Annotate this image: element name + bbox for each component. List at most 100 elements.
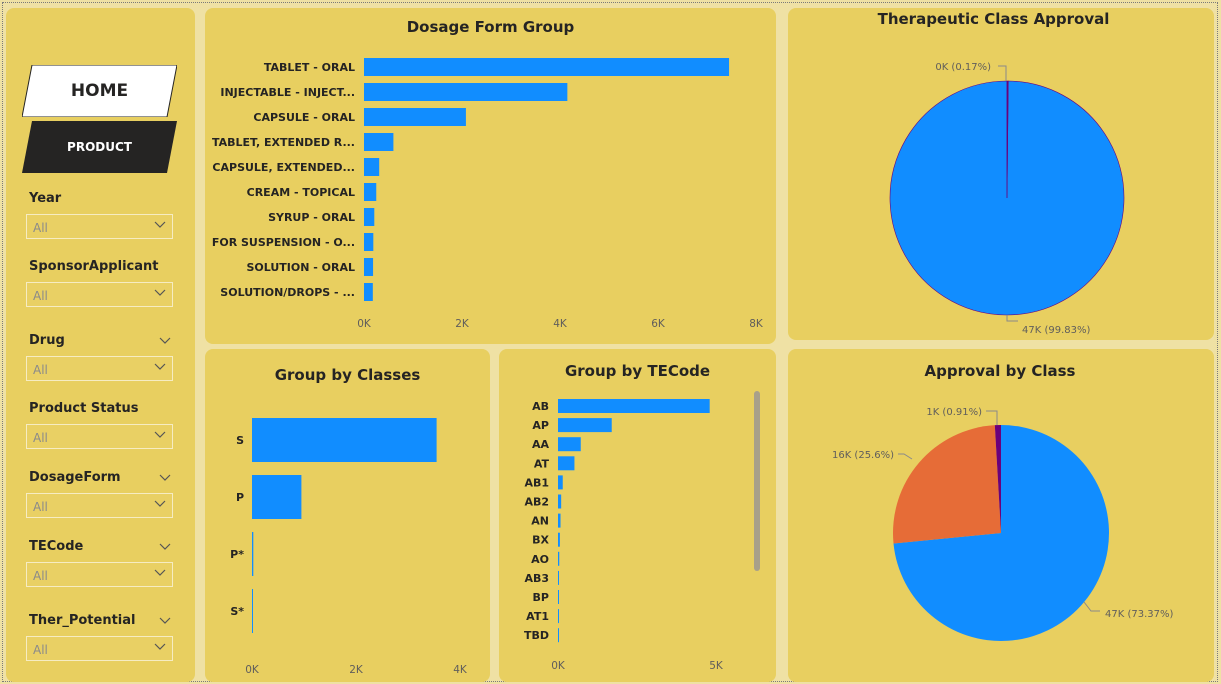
approval-panel: Approval by Class 47K (73.37%) 16K (25.6%… <box>788 349 1214 682</box>
bar[interactable] <box>364 158 380 176</box>
slicer-dropdown[interactable]: All <box>26 282 173 307</box>
slicer-label: Year <box>29 191 62 206</box>
bar[interactable] <box>558 437 581 452</box>
therapeutic-pie-chart: 47K (99.83%) 0K (0.17%) <box>889 62 1125 336</box>
home-button-label: HOME <box>70 81 129 101</box>
tecode-chart: AB AP AA AT AB1 AB2 AN BX AO AB3 BP AT1 TBD 0K 5K <box>524 399 724 672</box>
slicer-dropdown[interactable]: All <box>26 356 173 381</box>
bar[interactable] <box>252 475 302 519</box>
bar[interactable] <box>364 58 730 76</box>
bar[interactable] <box>558 532 560 547</box>
category-label: INJECTABLE - INJECT... <box>220 86 355 99</box>
bar[interactable] <box>364 83 568 101</box>
category-label: S <box>236 434 244 447</box>
bar[interactable] <box>558 609 559 624</box>
bar[interactable] <box>558 399 710 413</box>
pie-slice[interactable] <box>893 425 1109 641</box>
slicer-collapse-chevron-icon[interactable] <box>159 543 171 551</box>
pie-data-label: 1K (0.91%) <box>926 407 982 418</box>
bar[interactable] <box>558 456 575 471</box>
slicer-value: All <box>33 643 48 657</box>
classes-chart: S P P* S* 0K 2K 4K <box>230 418 468 676</box>
product-button-label: PRODUCT <box>67 140 132 154</box>
slicer-dropdown[interactable]: All <box>26 562 173 587</box>
slicer-dropdown[interactable]: All <box>26 214 173 239</box>
pie-data-label: 47K (99.83%) <box>1022 325 1090 336</box>
category-label: SOLUTION/DROPS - ... <box>220 286 355 299</box>
pie-leader-line <box>1006 315 1018 322</box>
slicer-collapse-chevron-icon[interactable] <box>159 337 171 345</box>
slicer-label: SponsorApplicant <box>29 259 159 274</box>
category-label: P* <box>230 548 244 561</box>
category-label: CAPSULE - ORAL <box>253 111 355 124</box>
chevron-down-icon <box>154 363 166 370</box>
product-button[interactable]: PRODUCT <box>22 121 177 173</box>
category-label: BX <box>532 534 549 547</box>
bar[interactable] <box>558 418 612 433</box>
bar[interactable] <box>364 233 374 251</box>
bar[interactable] <box>558 494 562 509</box>
bar[interactable] <box>252 418 437 462</box>
bar[interactable] <box>252 532 254 576</box>
bar[interactable] <box>364 183 377 201</box>
bar[interactable] <box>364 258 374 276</box>
bar[interactable] <box>558 628 559 643</box>
slicer-value: All <box>33 500 48 514</box>
slicer-dropdown[interactable]: All <box>26 636 173 661</box>
slicer-label: Product Status <box>29 401 139 416</box>
product-button-shape <box>22 121 177 173</box>
slicer-collapse-chevron-icon[interactable] <box>159 617 171 625</box>
category-label: AB3 <box>524 572 549 585</box>
slicer-value: All <box>33 221 48 235</box>
pie-slice[interactable] <box>1006 80 1009 199</box>
slicer-dropdown[interactable]: All <box>26 424 173 449</box>
bar[interactable] <box>558 570 559 585</box>
slicer-value: All <box>33 289 48 303</box>
bar[interactable] <box>252 589 253 633</box>
category-label: BP <box>533 591 549 604</box>
category-label: AN <box>531 515 549 528</box>
approval-pie-chart: 47K (73.37%) 16K (25.6%) 1K (0.91%) <box>832 407 1173 641</box>
bar[interactable] <box>558 475 563 490</box>
classes-title: Group by Classes <box>274 366 421 384</box>
bar[interactable] <box>364 133 394 151</box>
category-label: AP <box>532 419 549 432</box>
category-label: S* <box>230 605 244 618</box>
x-tick-label: 2K <box>349 664 364 676</box>
slicer-collapse-chevron-icon[interactable] <box>159 474 171 482</box>
category-label: TABLET - ORAL <box>264 61 355 74</box>
x-tick-label: 5K <box>709 660 724 672</box>
category-label: AB <box>532 400 549 413</box>
tecode-panel: Group by TECode AB AP AA AT AB1 AB2 AN BX AO AB3 B… <box>499 349 776 682</box>
slicer-dropdown[interactable]: All <box>26 493 173 518</box>
slicer-label: TECode <box>29 539 84 554</box>
bar[interactable] <box>558 513 561 528</box>
category-label: AT1 <box>526 610 549 623</box>
x-tick-label: 4K <box>553 318 568 330</box>
x-tick-label: 0K <box>551 660 566 672</box>
chevron-down-icon <box>154 289 166 296</box>
filter-sidebar: HOME PRODUCT Year All SponsorApplicant All D… <box>6 8 195 682</box>
category-label: FOR SUSPENSION - O... <box>212 236 355 249</box>
home-button[interactable]: HOME <box>22 65 177 117</box>
bar[interactable] <box>558 590 559 604</box>
category-label: TABLET, EXTENDED R... <box>212 136 355 149</box>
bar[interactable] <box>558 551 560 566</box>
bar[interactable] <box>364 283 373 301</box>
dosage-form-chart: TABLET - ORAL INJECTABLE - INJECT... CAPSU… <box>212 58 764 330</box>
pie-data-label: 47K (73.37%) <box>1105 609 1173 620</box>
therapeutic-title: Therapeutic Class Approval <box>877 10 1110 28</box>
tecode-scrollbar[interactable] <box>754 391 760 571</box>
pie-slice[interactable] <box>893 425 1001 544</box>
pie-slice[interactable] <box>994 425 1001 533</box>
bar[interactable] <box>364 108 466 126</box>
pie-leader-line <box>1083 601 1100 612</box>
x-tick-label: 8K <box>749 318 764 330</box>
dosage-form-title: Dosage Form Group <box>406 18 575 36</box>
therapeutic-panel: Therapeutic Class Approval 47K (99.83%) 0… <box>788 8 1214 340</box>
chevron-down-icon <box>154 431 166 438</box>
classes-panel: Group by Classes S P P* S* 0K 2K 4K <box>205 349 490 682</box>
bar[interactable] <box>364 208 375 226</box>
pie-leader-line <box>998 65 1007 81</box>
category-label: P <box>236 491 244 504</box>
